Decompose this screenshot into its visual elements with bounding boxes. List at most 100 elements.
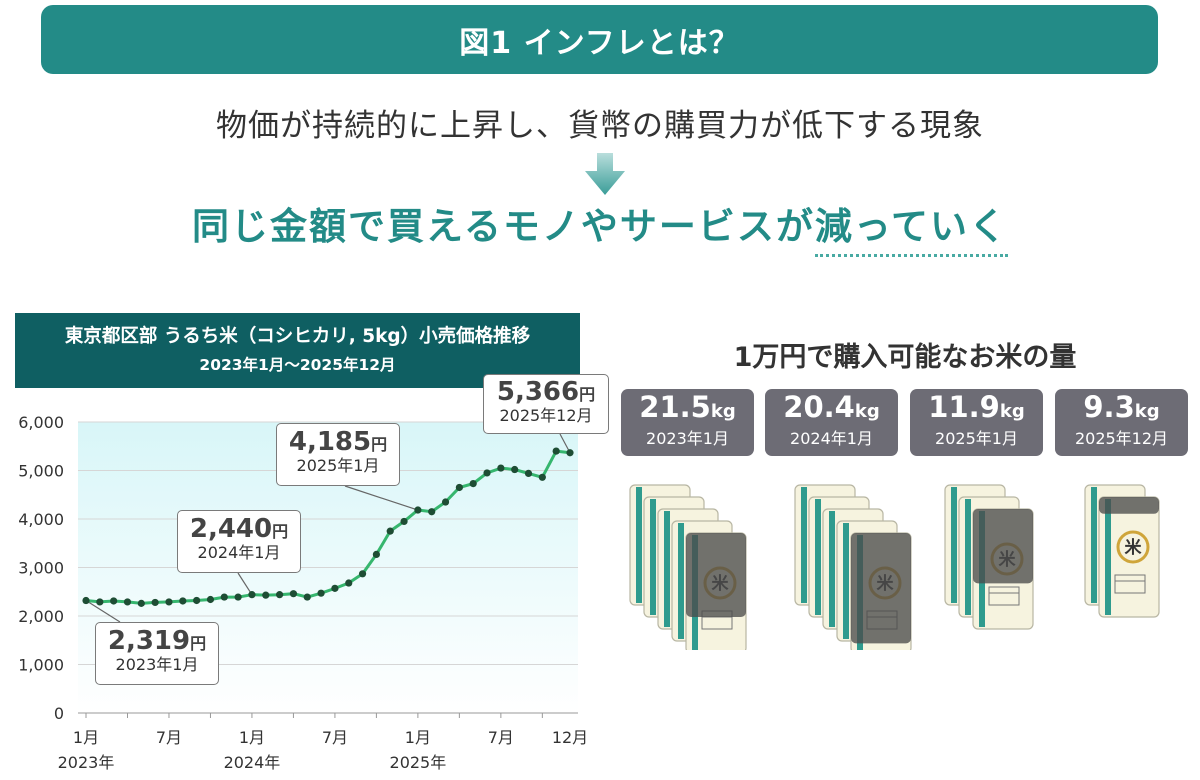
- rice-bags-illustration-2023-01: 米米米米米: [629, 484, 747, 650]
- year-label: 2024年: [224, 753, 281, 772]
- x-tick-label: 7月: [156, 728, 182, 747]
- callout-value: 4,185: [288, 427, 372, 457]
- rice-bag-unavailable-portion: [973, 509, 1033, 584]
- data-point: [331, 584, 339, 592]
- x-tick-label: 7月: [322, 728, 348, 747]
- year-label: 2023年: [58, 753, 115, 772]
- callout-unit: 円: [579, 385, 596, 404]
- amount-box-2025-12: 9.3kg 2025年12月: [1055, 389, 1188, 456]
- data-point: [524, 469, 533, 478]
- x-tick-label: 12月: [552, 728, 588, 747]
- data-point: [248, 591, 256, 599]
- rice-bag-unavailable-portion: [1099, 497, 1159, 514]
- data-point: [552, 447, 560, 455]
- data-point: [193, 596, 201, 605]
- y-tick-label: 0: [54, 704, 64, 723]
- data-point: [441, 498, 450, 506]
- amount-date: 2024年1月: [790, 428, 873, 448]
- data-point: [206, 595, 215, 604]
- callout-value: 2,319: [107, 626, 191, 656]
- amount-value: 9.3kg: [1083, 390, 1160, 424]
- data-point: [511, 465, 519, 474]
- rice-bags-illustration-2025-12: 米米: [1084, 484, 1160, 618]
- amount-date: 2025年1月: [935, 428, 1018, 448]
- amount-value: 11.9kg: [928, 390, 1025, 424]
- amount-date: 2025年12月: [1074, 428, 1169, 448]
- rice-bags-illustration-2025-01: 米米米: [944, 484, 1034, 630]
- data-point: [483, 469, 491, 477]
- data-point: [372, 550, 380, 559]
- data-point: [358, 570, 367, 578]
- callout-unit: 円: [190, 634, 207, 653]
- data-point: [137, 599, 145, 607]
- y-tick-label: 4,000: [18, 510, 64, 529]
- amount-box-2025-01: 11.9kg 2025年1月: [910, 389, 1043, 456]
- x-tick-label: 7月: [488, 728, 514, 747]
- y-tick-label: 6,000: [18, 413, 64, 432]
- rice-section-title: 1万円で購入可能なお米の量: [733, 342, 1077, 373]
- inflation-definition: 物価が持続的に上昇し、貨幣の購買力が低下する現象: [216, 108, 984, 144]
- data-point: [289, 590, 298, 598]
- y-tick-label: 1,000: [18, 656, 64, 675]
- data-point: [566, 449, 574, 457]
- callout-date: 2025年12月: [499, 406, 593, 426]
- data-point: [110, 597, 118, 605]
- figure-title-banner: 図1 インフレとは？: [41, 5, 1158, 74]
- rice-bag-icon: 米: [685, 532, 747, 650]
- rice-bag-icon: 米: [850, 532, 912, 650]
- y-tick-label: 3,000: [18, 559, 64, 578]
- data-point: [276, 591, 284, 599]
- data-point: [497, 464, 505, 472]
- conclusion-main: 同じ金額で買えるモノやサービスが: [191, 205, 815, 248]
- x-tick-label: 1月: [73, 728, 99, 747]
- data-point: [234, 593, 242, 601]
- data-point: [469, 479, 477, 488]
- chart-subtitle: 2023年1月～2025年12月: [199, 356, 396, 374]
- data-point: [82, 596, 90, 605]
- data-point: [386, 527, 394, 535]
- data-point: [538, 473, 546, 481]
- year-label: 2025年: [390, 753, 447, 772]
- rice-bag-icon: 米: [972, 508, 1034, 630]
- svg-text:米: 米: [1125, 537, 1143, 558]
- data-point: [303, 593, 311, 601]
- callout-date: 2025年1月: [296, 456, 380, 476]
- data-point: [414, 506, 422, 514]
- callout-leader-line: [237, 572, 253, 595]
- callout-date: 2023年1月: [115, 655, 199, 675]
- rice-bag-unavailable-portion: [851, 533, 911, 644]
- data-point: [151, 598, 159, 607]
- data-point: [345, 579, 353, 587]
- callout-date: 2024年1月: [197, 543, 281, 563]
- callout-2024-01: 2,440円 2024年1月: [177, 510, 301, 573]
- rice-bags-illustration-2024-01: 米米米米米: [794, 484, 912, 650]
- data-point: [179, 597, 187, 605]
- data-point: [262, 591, 270, 599]
- data-point: [123, 598, 132, 606]
- data-point: [165, 598, 173, 606]
- callout-unit: 円: [371, 435, 388, 454]
- y-tick-label: 2,000: [18, 607, 64, 626]
- callout-value: 2,440: [189, 514, 273, 544]
- data-point: [455, 483, 463, 492]
- amount-box-2024-01: 20.4kg 2024年1月: [765, 389, 898, 456]
- amount-value: 21.5kg: [639, 390, 736, 424]
- conclusion-emphasis: 減っていく: [814, 205, 1009, 257]
- rice-bag-unavailable-portion: [686, 533, 746, 617]
- callout-leader-line: [85, 600, 121, 623]
- figure-title: 図1 インフレとは？: [459, 25, 740, 61]
- data-point: [317, 589, 325, 597]
- chart-title: 東京都区部 うるち米（コシヒカリ, 5kg）小売価格推移: [64, 326, 531, 347]
- callout-2025-01: 4,185円 2025年1月: [276, 423, 400, 486]
- down-arrow-icon: [585, 153, 625, 195]
- amount-value: 20.4kg: [783, 390, 880, 424]
- callout-value: 5,366: [496, 377, 580, 407]
- x-tick-label: 1月: [239, 728, 265, 747]
- data-point: [96, 598, 104, 606]
- amount-box-2023-01: 21.5kg 2023年1月: [621, 389, 754, 456]
- callout-leader-line: [344, 485, 419, 511]
- data-point: [428, 508, 436, 516]
- rice-price-line-chart: 0 1,000 2,000 3,000 4,000 5,000 6,000 1月 7月 1月 7月…: [18, 413, 588, 772]
- amount-date: 2023年1月: [646, 428, 729, 448]
- data-point: [220, 593, 228, 601]
